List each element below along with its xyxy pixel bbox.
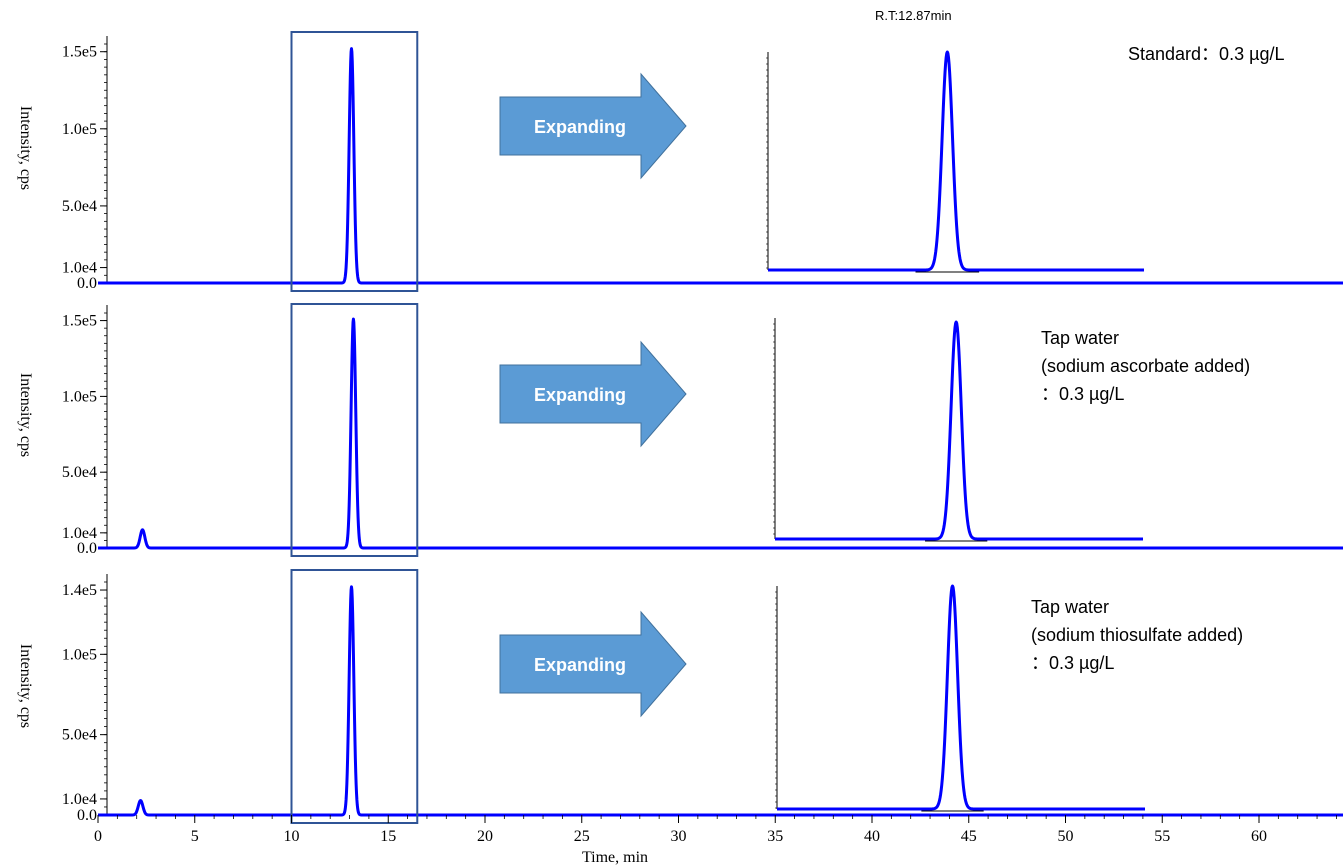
x-tick-label: 5: [191, 828, 199, 845]
y-axis: 0.01.0e4 5.0e4 1.0e5 1.4e5 Intensity, cps: [17, 574, 108, 824]
sample-label: Standard：0.3 µg/L: [1128, 44, 1284, 64]
x-tick-label: 55: [1154, 828, 1170, 845]
expanding-arrow-label: Expanding: [534, 655, 626, 675]
x-tick-marks: 0 5 10 15 20 25 30 35 40 45 50 55 60: [94, 815, 1337, 845]
zoom-region-box: [290, 569, 419, 824]
sample-label-line: ：0.3 µg/L: [1031, 653, 1114, 673]
chromatogram-trace: [96, 317, 1343, 550]
x-tick-label: 10: [284, 828, 300, 845]
y-tick-label: 5.0e4: [62, 464, 97, 481]
x-axis: 0 5 10 15 20 25 30 35 40 45 50 55 60 Time, min: [94, 815, 1337, 866]
expanding-arrow: [499, 72, 687, 180]
zoomed-peak-trace: [774, 320, 1144, 541]
sample-label-line: ：0.3 µg/L: [1041, 384, 1124, 404]
chromatogram-trace: [96, 47, 1343, 285]
y-axis: 0.01.0e4 5.0e4 1.0e5 1.5e5 Intensity, cps: [17, 36, 108, 292]
x-tick-label: 0: [94, 828, 102, 845]
y-axis: 0.01.0e4 5.0e4 1.0e5 1.5e5 Intensity, cps: [17, 305, 108, 557]
y-tick-label: 1.5e5: [62, 313, 97, 330]
chromatogram-panel-standard: 0.01.0e4 5.0e4 1.0e5 1.5e5 Intensity, cps Ex…: [17, 31, 1343, 292]
chromatogram-trace: [96, 585, 1343, 817]
y-tick-label: 0.0: [77, 807, 97, 824]
x-tick-label: 30: [671, 828, 687, 845]
x-tick-label: 50: [1058, 828, 1074, 845]
retention-time-note: R.T:12.87min: [875, 8, 952, 23]
y-tick-label: 1.0e4: [62, 791, 97, 808]
trace-layer: [96, 47, 1343, 285]
sample-label-line: Tap water: [1041, 328, 1119, 348]
zoomed-peak-trace: [767, 50, 1145, 272]
x-tick-label: 20: [477, 828, 493, 845]
zoom-region-box: [290, 303, 419, 557]
sample-label-line: (sodium thiosulfate added): [1031, 625, 1243, 645]
y-tick-label: 1.0e4: [62, 260, 97, 277]
sample-label-line: (sodium ascorbate added): [1041, 356, 1250, 376]
x-tick-label: 40: [864, 828, 880, 845]
x-tick-label: 25: [574, 828, 590, 845]
x-axis-title: Time, min: [582, 849, 648, 866]
y-axis-title: Intensity, cps: [17, 106, 34, 190]
y-tick-label: 1.0e4: [62, 525, 97, 542]
sample-label-line: Tap water: [1031, 597, 1109, 617]
sample-label: Tap water (sodium thiosulfate added) ：0.3 …: [1031, 597, 1243, 673]
y-tick-label: 1.0e5: [62, 388, 97, 405]
x-tick-label: 60: [1251, 828, 1267, 845]
zoom-layer: Expanding: [290, 303, 1144, 557]
y-tick-label: 5.0e4: [62, 727, 97, 744]
y-tick-label: 1.0e5: [62, 121, 97, 138]
zoom-layer: Expanding: [290, 569, 1146, 824]
expanding-arrow-label: Expanding: [534, 385, 626, 405]
x-tick-label: 35: [767, 828, 783, 845]
zoom-region-box: [290, 31, 419, 292]
y-axis-title: Intensity, cps: [17, 644, 34, 728]
zoomed-peak-trace: [776, 584, 1146, 811]
y-tick-label: 1.4e5: [62, 582, 97, 599]
expanding-arrow-label: Expanding: [534, 117, 626, 137]
sample-label: Tap water (sodium ascorbate added) ：0.3 µg…: [1041, 328, 1250, 404]
x-tick-label: 45: [961, 828, 977, 845]
y-tick-label: 5.0e4: [62, 198, 97, 215]
y-axis-title: Intensity, cps: [17, 373, 34, 457]
y-tick-label: 1.0e5: [62, 646, 97, 663]
y-tick-label: 1.5e5: [62, 44, 97, 61]
sample-label-line: Standard：0.3 µg/L: [1128, 44, 1284, 64]
trace-layer: [96, 317, 1343, 550]
zoom-layer: Expanding: [290, 31, 1145, 292]
x-tick-label: 15: [380, 828, 396, 845]
expanding-arrow: [499, 610, 687, 718]
expanding-arrow: [499, 340, 687, 448]
y-tick-label: 0.0: [77, 275, 97, 292]
y-tick-label: 0.0: [77, 540, 97, 557]
chromatogram-panel-ascorbate: 0.01.0e4 5.0e4 1.0e5 1.5e5 Intensity, cps Ex…: [17, 303, 1343, 557]
trace-layer: [96, 585, 1343, 817]
chromatogram-panel-thiosulfate: 0.01.0e4 5.0e4 1.0e5 1.4e5 Intensity, cps Ex…: [17, 569, 1343, 824]
